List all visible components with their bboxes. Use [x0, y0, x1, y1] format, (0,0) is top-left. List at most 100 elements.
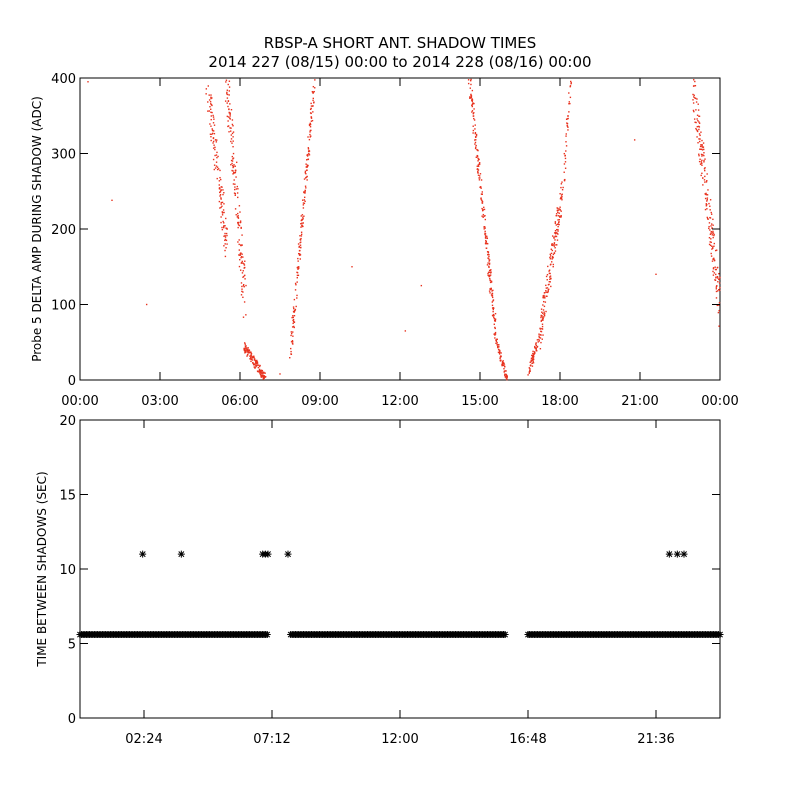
data-point [212, 158, 215, 161]
data-point [241, 290, 243, 293]
data-point [258, 369, 261, 372]
data-point [542, 316, 545, 318]
data-point [704, 181, 706, 183]
data-point [718, 278, 720, 281]
data-point [240, 256, 243, 258]
data-point [306, 166, 308, 168]
data-point [310, 120, 313, 122]
data-point [264, 376, 266, 378]
data-point [528, 372, 530, 374]
data-point [561, 181, 563, 183]
data-point [311, 105, 314, 107]
data-point [231, 155, 234, 158]
data-point [569, 102, 571, 105]
data-point [542, 295, 544, 297]
data-point [559, 193, 561, 195]
data-point [253, 358, 256, 360]
data-point [492, 310, 494, 313]
data-point [292, 331, 294, 333]
x-tick-label: 12:00 [381, 394, 418, 409]
data-point [542, 316, 544, 319]
data-point [548, 270, 550, 272]
data-point [225, 227, 227, 229]
data-point [712, 230, 714, 233]
data-point [712, 218, 714, 221]
data-point [692, 93, 694, 96]
data-point [232, 165, 235, 168]
data-point [560, 186, 562, 189]
data-point [498, 346, 500, 348]
data-point [216, 177, 218, 180]
data-point [542, 334, 544, 336]
data-point [474, 132, 477, 135]
data-point [205, 93, 207, 95]
data-point [478, 179, 481, 181]
data-point [697, 103, 699, 105]
data-point [229, 127, 231, 129]
data-point [696, 130, 699, 132]
data-point [299, 254, 302, 256]
data-point [301, 219, 303, 221]
data-point [310, 116, 312, 118]
data-point [231, 123, 234, 126]
data-point [698, 115, 700, 117]
data-point [290, 332, 293, 335]
data-point [256, 362, 258, 365]
data-point [698, 133, 701, 135]
data-point [697, 120, 699, 122]
data-point [715, 277, 717, 279]
data-point [299, 258, 302, 260]
data-point [480, 179, 483, 181]
data-point [312, 99, 314, 102]
data-point [234, 172, 236, 174]
data-point [698, 126, 701, 128]
data-point [227, 100, 230, 102]
data-point [302, 222, 304, 224]
data-point [706, 180, 708, 182]
data-point [557, 230, 559, 232]
x-tick-label: 12:00 [381, 732, 418, 747]
bottom-panel: 02:24 07:12 12:00 16:48 21:36 0 5 10 15 20 TIME B… [35, 414, 724, 747]
data-point [293, 309, 296, 312]
data-point [210, 97, 212, 100]
data-point [208, 99, 211, 101]
data-point [705, 181, 708, 183]
data-point [694, 97, 697, 100]
data-point [493, 317, 496, 320]
data-point [295, 284, 297, 286]
data-point [290, 334, 292, 337]
data-point [552, 253, 555, 256]
data-point [420, 284, 423, 287]
data-point [471, 110, 474, 112]
data-point [247, 350, 249, 352]
data-point [471, 98, 473, 101]
data-point [480, 186, 482, 188]
data-point [549, 281, 551, 283]
data-point [225, 217, 227, 220]
chart-title: RBSP-A SHORT ANT. SHADOW TIMES [264, 34, 537, 52]
data-point [243, 349, 245, 351]
data-point [541, 338, 543, 340]
data-point [471, 104, 473, 107]
data-point [489, 274, 492, 276]
data-point [495, 340, 498, 343]
data-point [210, 96, 212, 98]
data-point [216, 168, 219, 171]
data-point [244, 278, 246, 280]
data-point [499, 349, 501, 352]
data-point [695, 129, 698, 131]
data-point [216, 166, 219, 168]
data-point [545, 287, 548, 289]
data-point [293, 314, 296, 317]
data-point [703, 148, 705, 151]
data-point [213, 164, 216, 166]
data-point [239, 269, 242, 271]
data-point [308, 138, 311, 141]
data-point [300, 215, 302, 217]
data-point [300, 241, 302, 243]
data-point [478, 162, 481, 164]
data-point [258, 371, 260, 373]
data-point [499, 359, 502, 361]
data-point [307, 148, 310, 150]
data-point [536, 339, 539, 341]
